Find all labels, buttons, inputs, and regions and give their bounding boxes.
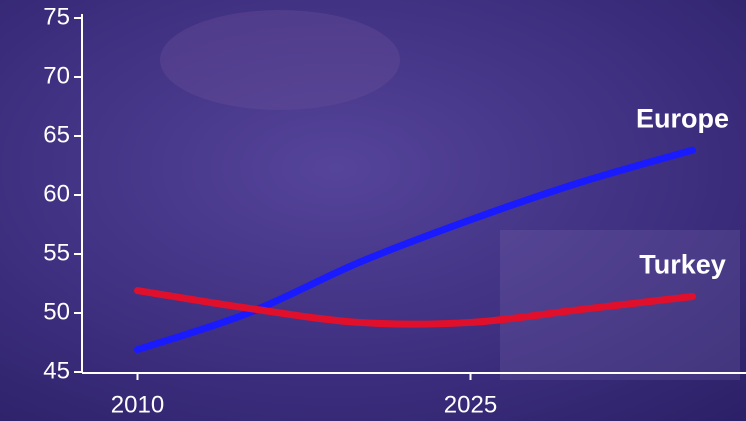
y-tick-label: 55 xyxy=(43,239,70,266)
y-tick-label: 75 xyxy=(43,3,70,30)
series-label: Turkey xyxy=(639,250,726,280)
y-tick-label: 60 xyxy=(43,180,70,207)
y-tick-label: 70 xyxy=(43,62,70,89)
y-tick-label: 65 xyxy=(43,121,70,148)
x-tick-label: 2025 xyxy=(444,391,497,418)
series-label: Europe xyxy=(636,103,729,133)
y-tick-label: 50 xyxy=(43,298,70,325)
y-tick-label: 45 xyxy=(43,357,70,384)
series-line xyxy=(134,287,696,328)
x-tick-label: 2010 xyxy=(111,391,164,418)
background-shape xyxy=(160,10,400,110)
series-line xyxy=(134,146,696,354)
